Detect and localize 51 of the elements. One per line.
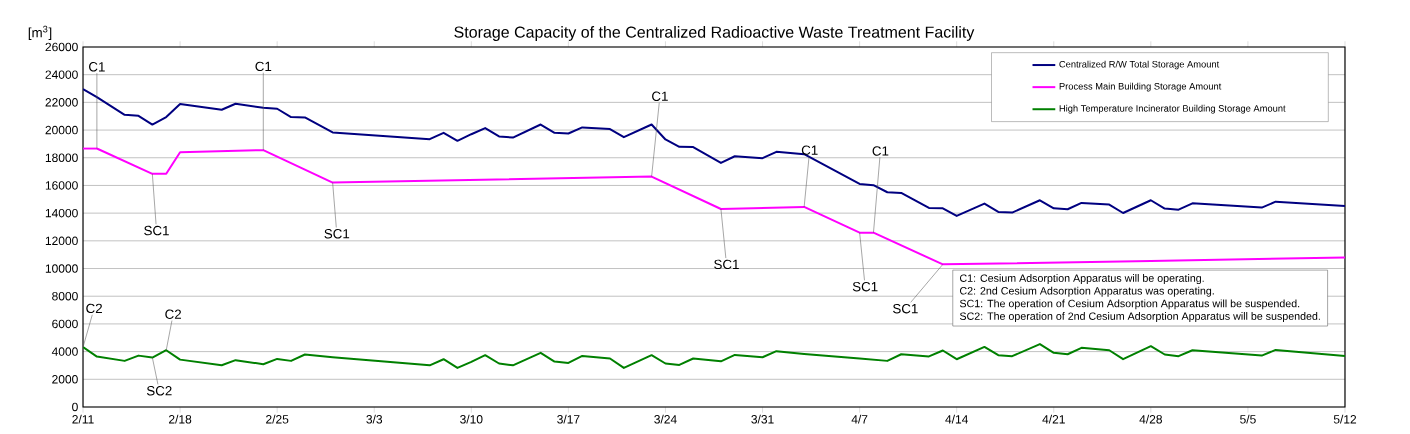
x-tick-label: 3/3 (366, 414, 383, 424)
annotation: C2 (86, 303, 102, 314)
x-tick-label: 3/17 (557, 414, 580, 424)
annotation: C2: 2nd Cesium Adsorption Apparatus was operating. (959, 286, 1214, 297)
annotation: SC1 (714, 259, 739, 270)
x-tick-label: 5/5 (1240, 414, 1256, 424)
x-tick-label: 4/14 (945, 414, 969, 424)
y-tick-label: 14000 (45, 208, 78, 218)
x-tick-label: 5/12 (1333, 414, 1357, 424)
annotation: SC1 (324, 229, 350, 239)
y-axis-title: [m$^{3}$] (28, 25, 52, 40)
y-tick-label: 10000 (45, 264, 78, 273)
y-tick-label: 20000 (45, 125, 78, 135)
annotation: C1 (255, 61, 272, 72)
y-tick-label: 6000 (52, 319, 78, 329)
legend-label: High Temperature Incinerator Building Storage Amount (1059, 104, 1286, 114)
annotation: SC2: The operation of 2nd Cesium Adsorption Apparatus will be suspended. (959, 312, 1320, 323)
legend-label: Centralized R/W Total Storage Amount (1059, 60, 1220, 70)
x-tick-label: 4/7 (851, 414, 868, 424)
y-tick-label: 8000 (52, 291, 78, 301)
x-tick-label: 2/11 (72, 414, 94, 424)
annotation: SC1: The operation of Cesium Adsorption Apparatus will be suspended. (959, 299, 1300, 310)
annotation: SC2 (146, 386, 172, 396)
y-tick-label: 4000 (51, 347, 78, 356)
x-tick-label: 3/24 (654, 414, 677, 424)
x-tick-label: 2/18 (169, 414, 192, 424)
annotation: C1 (872, 146, 889, 156)
y-tick-label: 12000 (45, 236, 78, 246)
y-tick-label: 2000 (52, 375, 78, 384)
line-series (83, 343, 1345, 369)
y-tick-label: 16000 (45, 181, 78, 190)
annotation: C1 (89, 62, 105, 72)
annotation: C1 (801, 145, 818, 155)
x-tick-label: 4/28 (1139, 414, 1162, 424)
legend-label: Process Main Building Storage Amount (1059, 82, 1222, 92)
annotation: C1 (652, 91, 668, 101)
y-tick-label: 18000 (45, 153, 78, 163)
y-tick-label: 0 (72, 402, 78, 412)
chart-title: Storage Capacity of the Centralized Radioactive Waste Treatment Facility (454, 26, 975, 41)
annotation: SC1 (893, 303, 918, 314)
y-tick-label: 22000 (45, 98, 78, 107)
x-tick-label: 3/31 (751, 414, 774, 424)
annotation: C2 (165, 309, 182, 319)
annotation: SC1 (852, 281, 878, 292)
annotation: SC1 (144, 225, 169, 236)
x-tick-label: 2/25 (266, 414, 289, 424)
x-tick-label: 4/21 (1042, 414, 1065, 424)
y-tick-label: 26000 (45, 42, 78, 52)
y-tick-label: 24000 (45, 70, 78, 79)
x-tick-label: 3/10 (460, 414, 483, 424)
annotation: C1: Cesium Adsorption Apparatus will be operating. (959, 274, 1204, 285)
